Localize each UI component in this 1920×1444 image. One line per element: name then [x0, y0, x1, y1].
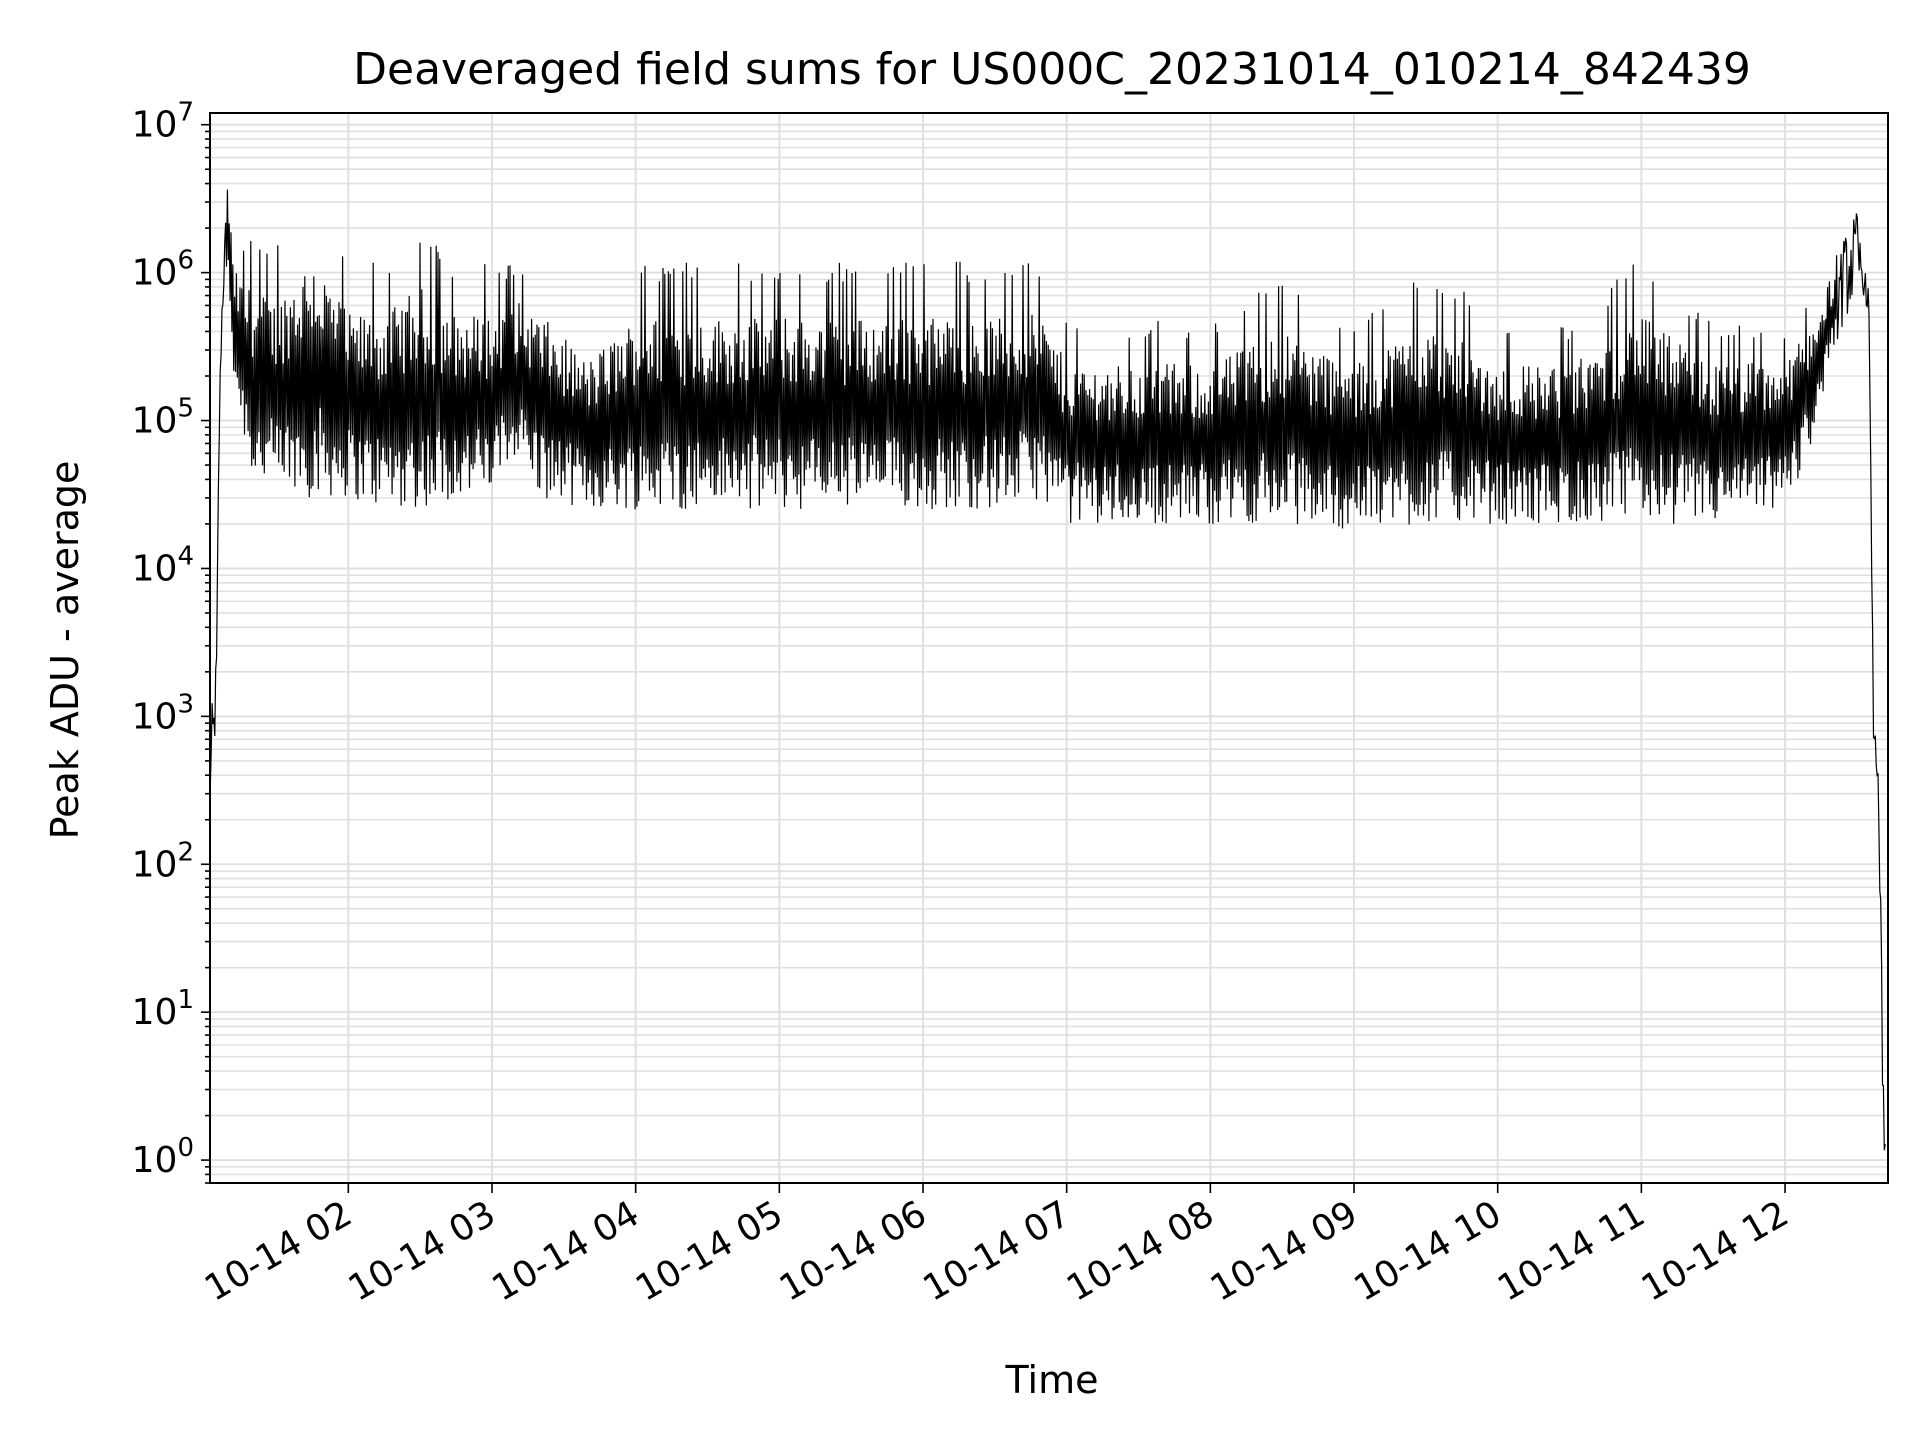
y-tick-label: 105	[132, 394, 194, 442]
y-tick-label: 101	[132, 985, 194, 1033]
y-axis-label: Peak ADU - average	[43, 461, 87, 840]
y-tick-label: 106	[132, 246, 194, 294]
series-line	[210, 189, 1886, 1151]
y-tick-label: 107	[132, 98, 194, 146]
y-tick-label: 103	[132, 689, 194, 737]
x-axis-label: Time	[1005, 1358, 1099, 1402]
y-tick-label: 102	[132, 837, 194, 885]
grid-layer	[210, 113, 1888, 1184]
y-tick-label: 104	[132, 541, 194, 589]
plot-frame	[209, 112, 1889, 1184]
data-layer	[210, 189, 1886, 1151]
chart-title: Deaveraged field sums for US000C_2023101…	[353, 44, 1751, 95]
y-tick-label: 100	[132, 1133, 194, 1181]
